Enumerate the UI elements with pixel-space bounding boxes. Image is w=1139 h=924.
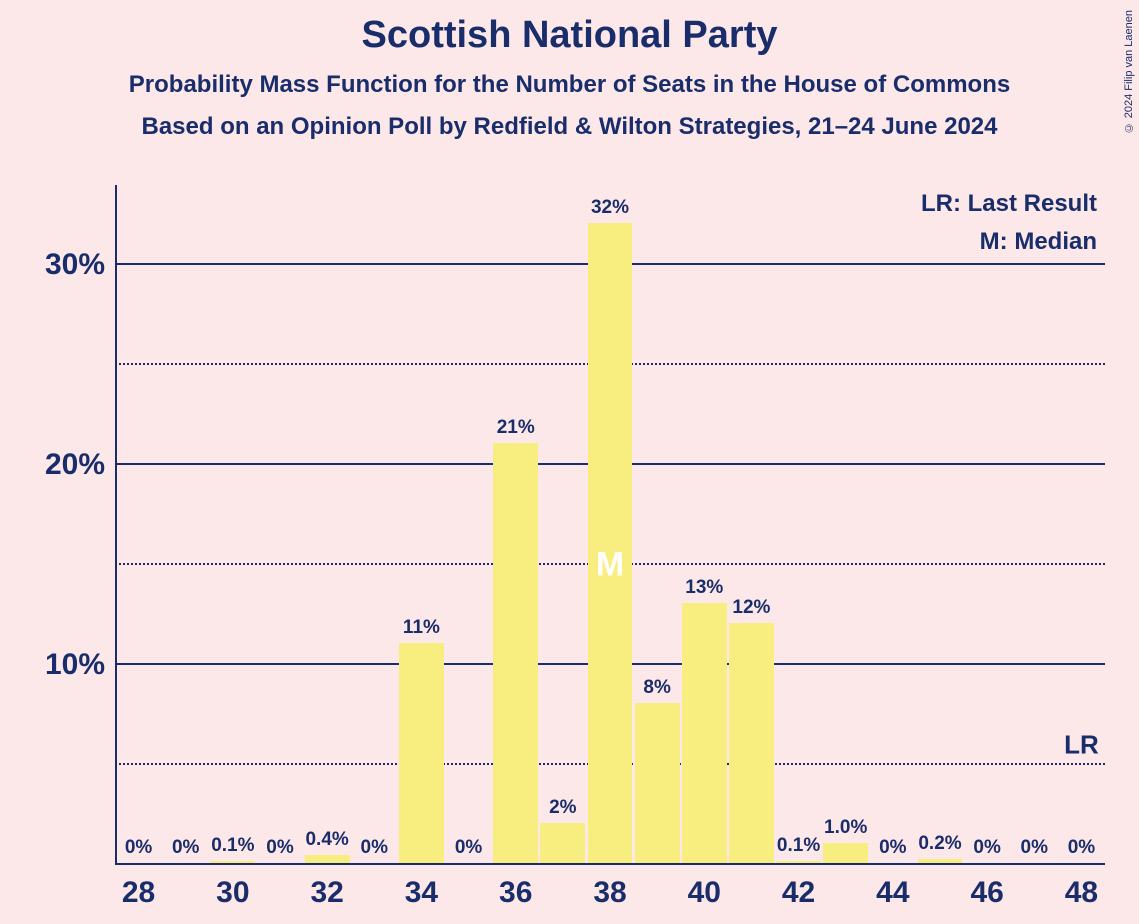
plot-area: LR: Last Result M: Median 10%20%30% 0%0%… <box>115 185 1105 865</box>
ytick-label: 30% <box>5 248 105 282</box>
bar-label: 1.0% <box>824 817 867 839</box>
bar-label: 0% <box>455 837 482 859</box>
xtick-label: 34 <box>405 876 438 910</box>
bar <box>399 643 444 863</box>
bar-label: 0.1% <box>777 835 820 857</box>
y-axis <box>115 185 117 865</box>
bar-label: 0% <box>879 837 906 859</box>
bar-label: 11% <box>403 617 440 639</box>
bar-label: 0% <box>1068 837 1095 859</box>
xtick-label: 40 <box>688 876 721 910</box>
bar-label: 0% <box>266 837 293 859</box>
bar <box>588 223 633 863</box>
xtick-label: 30 <box>216 876 249 910</box>
ytick-label: 10% <box>5 648 105 682</box>
bar <box>682 603 727 863</box>
bar <box>635 703 680 863</box>
xtick-label: 46 <box>970 876 1003 910</box>
bar-label: 0% <box>172 837 199 859</box>
xtick-label: 36 <box>499 876 532 910</box>
bar <box>540 823 585 863</box>
copyright-text: © 2024 Filip van Laenen <box>1123 10 1135 133</box>
xtick-label: 32 <box>310 876 343 910</box>
median-marker: M <box>596 546 624 585</box>
xtick-label: 38 <box>593 876 626 910</box>
bar <box>823 843 868 863</box>
bar-label: 0.2% <box>918 833 961 855</box>
xtick-label: 44 <box>876 876 909 910</box>
bar-label: 12% <box>732 597 770 619</box>
chart-subtitle-1: Probability Mass Function for the Number… <box>0 57 1139 99</box>
bar-label: 32% <box>591 197 629 219</box>
x-axis <box>115 863 1105 865</box>
bar-label: 13% <box>685 577 723 599</box>
chart-title: Scottish National Party <box>0 0 1139 57</box>
bar-label: 0% <box>1021 837 1048 859</box>
bar-label: 0.1% <box>211 835 254 857</box>
chart-subtitle-2: Based on an Opinion Poll by Redfield & W… <box>0 99 1139 141</box>
xtick-label: 28 <box>122 876 155 910</box>
bar-label: 21% <box>497 417 535 439</box>
bar <box>305 855 350 863</box>
bar-label: 0% <box>125 837 152 859</box>
bar-label: 2% <box>549 797 576 819</box>
bar-label: 0% <box>361 837 388 859</box>
bar <box>493 443 538 863</box>
lr-marker: LR <box>1064 730 1099 761</box>
xtick-label: 48 <box>1065 876 1098 910</box>
ytick-label: 20% <box>5 448 105 482</box>
xtick-label: 42 <box>782 876 815 910</box>
bar-label: 8% <box>643 677 670 699</box>
bar <box>729 623 774 863</box>
bar-label: 0% <box>973 837 1000 859</box>
bar-label: 0.4% <box>305 829 348 851</box>
